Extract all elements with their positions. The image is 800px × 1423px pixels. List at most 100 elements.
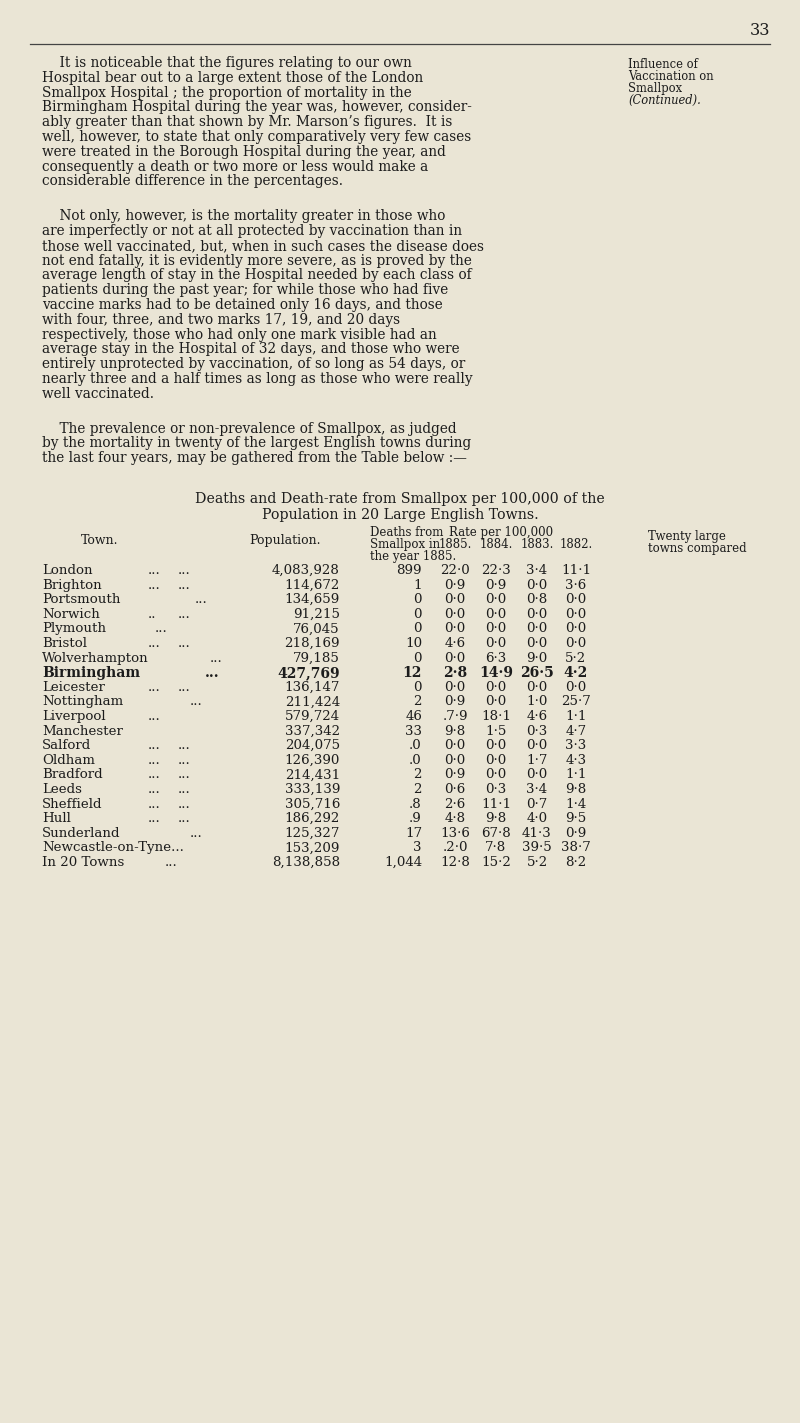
Text: ..: .. — [148, 608, 157, 620]
Text: 3·4: 3·4 — [526, 564, 547, 576]
Text: nearly three and a half times as long as those who were really: nearly three and a half times as long as… — [42, 371, 473, 386]
Text: 0·0: 0·0 — [444, 652, 466, 665]
Text: ...: ... — [195, 593, 208, 606]
Text: 136,147: 136,147 — [285, 680, 340, 694]
Text: 6·3: 6·3 — [486, 652, 506, 665]
Text: Plymouth: Plymouth — [42, 622, 106, 636]
Text: Newcastle-on-Tyne...: Newcastle-on-Tyne... — [42, 841, 184, 854]
Text: 0·0: 0·0 — [526, 622, 548, 636]
Text: 1·1: 1·1 — [566, 710, 586, 723]
Text: ...: ... — [178, 638, 190, 650]
Text: 0·9: 0·9 — [566, 827, 586, 840]
Text: Deaths from: Deaths from — [370, 527, 443, 539]
Text: 0·0: 0·0 — [566, 638, 586, 650]
Text: 25·7: 25·7 — [561, 696, 591, 709]
Text: 10: 10 — [405, 638, 422, 650]
Text: Leeds: Leeds — [42, 783, 82, 795]
Text: 0·0: 0·0 — [486, 696, 506, 709]
Text: entirely unprotected by vaccination, of so long as 54 days, or: entirely unprotected by vaccination, of … — [42, 357, 466, 371]
Text: Manchester: Manchester — [42, 724, 123, 737]
Text: with four, three, and two marks 17, 19, and 20 days: with four, three, and two marks 17, 19, … — [42, 313, 400, 327]
Text: (Continued).: (Continued). — [628, 94, 701, 107]
Text: 0·9: 0·9 — [486, 579, 506, 592]
Text: 2·6: 2·6 — [444, 798, 466, 811]
Text: .8: .8 — [410, 798, 422, 811]
Text: 4·6: 4·6 — [526, 710, 547, 723]
Text: 579,724: 579,724 — [285, 710, 340, 723]
Text: Smallpox: Smallpox — [628, 83, 682, 95]
Text: 2: 2 — [414, 696, 422, 709]
Text: 899: 899 — [397, 564, 422, 576]
Text: ...: ... — [148, 798, 161, 811]
Text: The prevalence or non-prevalence of Smallpox, as judged: The prevalence or non-prevalence of Smal… — [42, 421, 457, 435]
Text: 41·3: 41·3 — [522, 827, 552, 840]
Text: 0·0: 0·0 — [566, 593, 586, 606]
Text: Town.: Town. — [82, 534, 118, 546]
Text: 12·8: 12·8 — [440, 857, 470, 869]
Text: ...: ... — [148, 783, 161, 795]
Text: 211,424: 211,424 — [285, 696, 340, 709]
Text: .2·0: .2·0 — [442, 841, 468, 854]
Text: 0: 0 — [414, 622, 422, 636]
Text: Population in 20 Large English Towns.: Population in 20 Large English Towns. — [262, 508, 538, 522]
Text: 0·0: 0·0 — [486, 638, 506, 650]
Text: 333,139: 333,139 — [285, 783, 340, 795]
Text: 0·0: 0·0 — [444, 608, 466, 620]
Text: ...: ... — [178, 813, 190, 825]
Text: Smallpox Hospital ; the proportion of mortality in the: Smallpox Hospital ; the proportion of mo… — [42, 85, 412, 100]
Text: 0·9: 0·9 — [444, 579, 466, 592]
Text: .0: .0 — [410, 739, 422, 753]
Text: 0·0: 0·0 — [486, 608, 506, 620]
Text: 9·8: 9·8 — [444, 724, 466, 737]
Text: ...: ... — [148, 710, 161, 723]
Text: 7·8: 7·8 — [486, 841, 506, 854]
Text: 9·8: 9·8 — [486, 813, 506, 825]
Text: 3·4: 3·4 — [526, 783, 547, 795]
Text: Norwich: Norwich — [42, 608, 100, 620]
Text: 204,075: 204,075 — [285, 739, 340, 753]
Text: 0·0: 0·0 — [444, 680, 466, 694]
Text: 1·1: 1·1 — [566, 768, 586, 781]
Text: ...: ... — [148, 813, 161, 825]
Text: Smallpox in: Smallpox in — [370, 538, 440, 551]
Text: 305,716: 305,716 — [285, 798, 340, 811]
Text: Salford: Salford — [42, 739, 91, 753]
Text: 0·0: 0·0 — [486, 754, 506, 767]
Text: respectively, those who had only one mark visible had an: respectively, those who had only one mar… — [42, 327, 437, 342]
Text: 3: 3 — [414, 841, 422, 854]
Text: 1883.: 1883. — [520, 538, 554, 551]
Text: 9·8: 9·8 — [566, 783, 586, 795]
Text: Rate per 100,000: Rate per 100,000 — [449, 527, 553, 539]
Text: 4·3: 4·3 — [566, 754, 586, 767]
Text: 46: 46 — [405, 710, 422, 723]
Text: Birmingham: Birmingham — [42, 666, 140, 680]
Text: 8·2: 8·2 — [566, 857, 586, 869]
Text: 337,342: 337,342 — [285, 724, 340, 737]
Text: 0·0: 0·0 — [566, 608, 586, 620]
Text: Vaccination on: Vaccination on — [628, 70, 714, 83]
Text: considerable difference in the percentages.: considerable difference in the percentag… — [42, 175, 343, 188]
Text: 0: 0 — [414, 593, 422, 606]
Text: Leicester: Leicester — [42, 680, 105, 694]
Text: Bristol: Bristol — [42, 638, 87, 650]
Text: vaccine marks had to be detained only 16 days, and those: vaccine marks had to be detained only 16… — [42, 297, 442, 312]
Text: patients during the past year; for while those who had five: patients during the past year; for while… — [42, 283, 448, 297]
Text: ...: ... — [190, 827, 202, 840]
Text: 3·3: 3·3 — [566, 739, 586, 753]
Text: Portsmouth: Portsmouth — [42, 593, 121, 606]
Text: ...: ... — [178, 579, 190, 592]
Text: 12: 12 — [402, 666, 422, 680]
Text: those well vaccinated, but, when in such cases the disease does: those well vaccinated, but, when in such… — [42, 239, 484, 253]
Text: towns compared: towns compared — [648, 542, 746, 555]
Text: 18·1: 18·1 — [481, 710, 511, 723]
Text: 1·7: 1·7 — [526, 754, 548, 767]
Text: Influence of: Influence of — [628, 58, 698, 71]
Text: 1885.: 1885. — [438, 538, 472, 551]
Text: 214,431: 214,431 — [285, 768, 340, 781]
Text: 4,083,928: 4,083,928 — [272, 564, 340, 576]
Text: ...: ... — [178, 798, 190, 811]
Text: ...: ... — [165, 857, 178, 869]
Text: 8,138,858: 8,138,858 — [272, 857, 340, 869]
Text: ...: ... — [178, 564, 190, 576]
Text: Twenty large: Twenty large — [648, 529, 726, 544]
